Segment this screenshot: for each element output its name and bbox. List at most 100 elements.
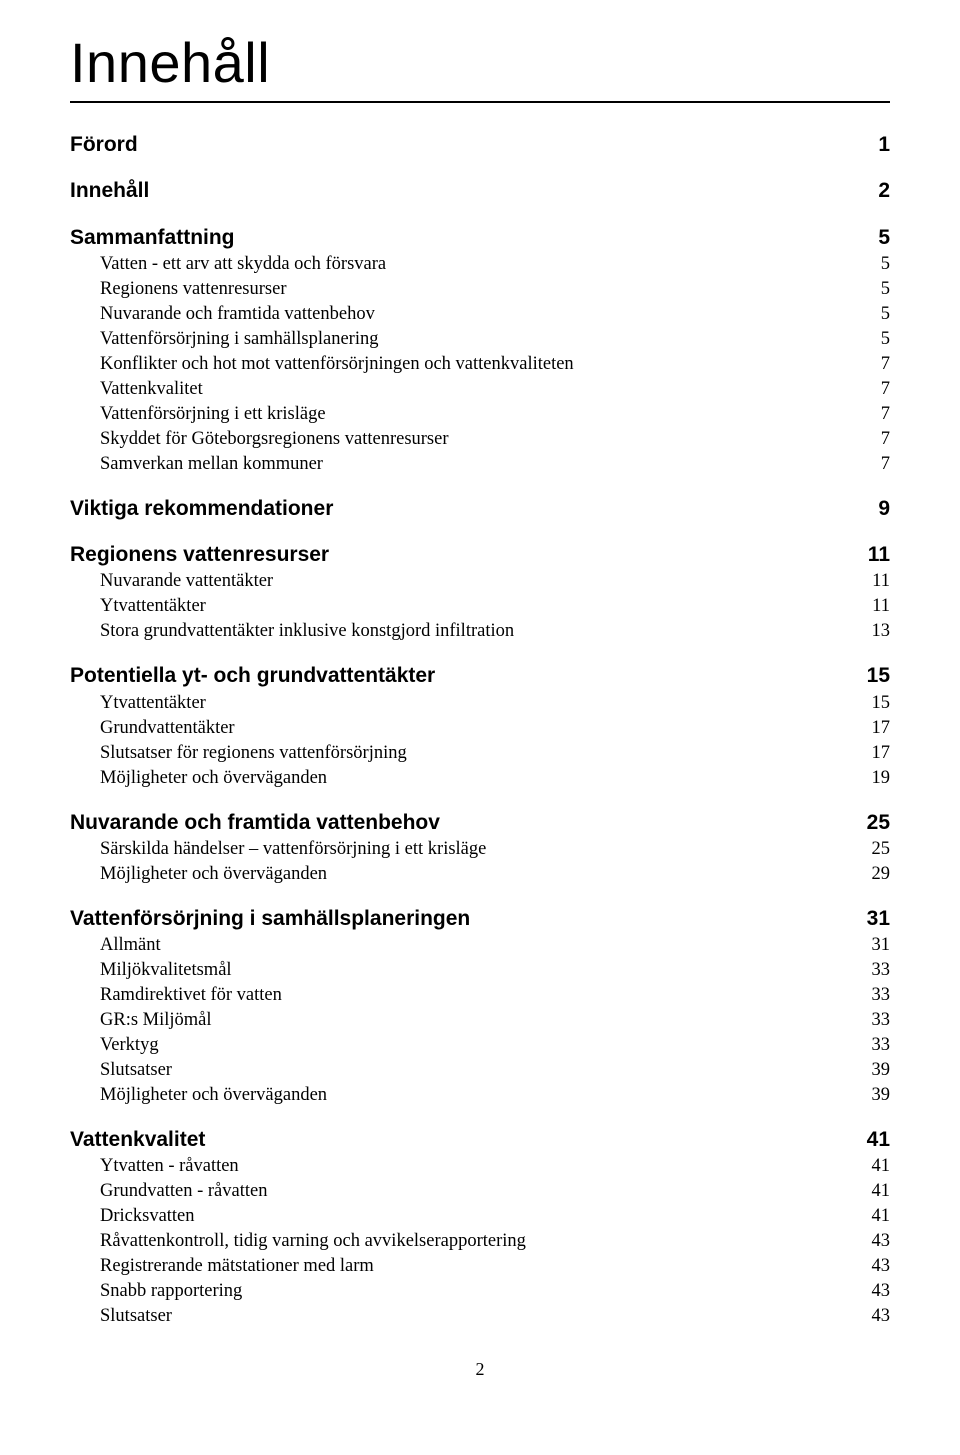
toc-sub-page: 33 xyxy=(872,983,891,1008)
toc-heading-row: Potentiella yt- och grundvattentäkter15 xyxy=(70,662,890,690)
toc-sub-row: Stora grundvattentäkter inklusive konstg… xyxy=(70,619,890,644)
toc-sub-row: GR:s Miljömål 33 xyxy=(70,1008,890,1033)
toc-sub-row: Ytvattentäkter 11 xyxy=(70,594,890,619)
toc-sub-page: 29 xyxy=(872,862,891,887)
toc-sub-page: 13 xyxy=(872,619,891,644)
toc-sub-page: 39 xyxy=(872,1083,891,1108)
toc-sub-row: Möjligheter och överväganden39 xyxy=(70,1083,890,1108)
toc-sub-label: Vattenförsörjning i samhällsplanering xyxy=(70,327,378,352)
toc-heading-label: Innehåll xyxy=(70,177,149,205)
toc-heading-label: Vattenkvalitet xyxy=(70,1126,205,1154)
toc-sub-label: Slutsatser xyxy=(70,1058,172,1083)
toc-heading-row: Vattenförsörjning i samhällsplaneringen3… xyxy=(70,905,890,933)
toc-sub-row: Vatten - ett arv att skydda och försvara… xyxy=(70,252,890,277)
toc-sub-label: Allmänt xyxy=(70,933,161,958)
toc-sub-row: Skyddet för Göteborgsregionens vattenres… xyxy=(70,427,890,452)
toc-heading-row: Sammanfattning5 xyxy=(70,224,890,252)
toc-heading-row: Regionens vattenresurser11 xyxy=(70,541,890,569)
toc-sub-label: Konflikter och hot mot vattenförsörjning… xyxy=(70,352,574,377)
toc-sub-row: Nuvarande vattentäkter 11 xyxy=(70,569,890,594)
toc-sub-page: 7 xyxy=(881,377,890,402)
toc-sub-row: Vattenkvalitet 7 xyxy=(70,377,890,402)
toc-section: Förord 1 xyxy=(70,131,890,159)
toc-sub-row: Ytvattentäkter15 xyxy=(70,691,890,716)
toc-heading-row: Innehåll 2 xyxy=(70,177,890,205)
toc-sub-label: Råvattenkontroll, tidig varning och avvi… xyxy=(70,1229,526,1254)
toc-sub-page: 5 xyxy=(881,277,890,302)
toc-sub-row: Registrerande mätstationer med larm43 xyxy=(70,1254,890,1279)
toc-sub-row: Möjligheter och överväganden29 xyxy=(70,862,890,887)
toc-heading-page: 2 xyxy=(878,177,890,205)
toc-heading-label: Potentiella yt- och grundvattentäkter xyxy=(70,662,435,690)
toc-sub-label: Ramdirektivet för vatten xyxy=(70,983,282,1008)
toc-sub-label: Vattenkvalitet xyxy=(70,377,203,402)
toc-sub-row: Möjligheter och överväganden19 xyxy=(70,766,890,791)
toc-heading-label: Förord xyxy=(70,131,138,159)
toc-sub-page: 15 xyxy=(872,691,891,716)
toc-section: Sammanfattning5Vatten - ett arv att skyd… xyxy=(70,224,890,477)
toc-section: Potentiella yt- och grundvattentäkter15Y… xyxy=(70,662,890,790)
toc-sub-page: 19 xyxy=(872,766,891,791)
toc-heading-row: Förord 1 xyxy=(70,131,890,159)
toc-sub-label: Miljökvalitetsmål xyxy=(70,958,232,983)
toc-sub-page: 41 xyxy=(872,1179,891,1204)
toc-sub-row: Konflikter och hot mot vattenförsörjning… xyxy=(70,352,890,377)
toc-sub-row: Allmänt 31 xyxy=(70,933,890,958)
toc-heading-page: 41 xyxy=(867,1126,890,1154)
toc-sub-label: Ytvattentäkter xyxy=(70,594,206,619)
title-divider xyxy=(70,101,890,103)
toc-sub-label: Grundvatten - råvatten xyxy=(70,1179,267,1204)
toc-sub-row: Regionens vattenresurser5 xyxy=(70,277,890,302)
toc-sub-page: 33 xyxy=(872,958,891,983)
toc-sub-page: 7 xyxy=(881,402,890,427)
toc-sub-page: 7 xyxy=(881,427,890,452)
toc-sub-page: 41 xyxy=(872,1154,891,1179)
toc-sub-page: 7 xyxy=(881,352,890,377)
toc-sub-label: Nuvarande vattentäkter xyxy=(70,569,273,594)
toc-sub-page: 5 xyxy=(881,302,890,327)
toc-sub-label: Vatten - ett arv att skydda och försvara xyxy=(70,252,386,277)
toc-heading-label: Viktiga rekommendationer xyxy=(70,495,333,523)
toc-section: Vattenförsörjning i samhällsplaneringen3… xyxy=(70,905,890,1108)
table-of-contents: Förord1Innehåll2Sammanfattning5Vatten - … xyxy=(70,131,890,1329)
toc-sub-page: 31 xyxy=(872,933,891,958)
toc-sub-row: Råvattenkontroll, tidig varning och avvi… xyxy=(70,1229,890,1254)
toc-heading-row: Viktiga rekommendationer9 xyxy=(70,495,890,523)
toc-sub-row: Miljökvalitetsmål 33 xyxy=(70,958,890,983)
toc-section: Innehåll 2 xyxy=(70,177,890,205)
toc-sub-label: Slutsatser för regionens vattenförsörjni… xyxy=(70,741,407,766)
toc-sub-label: Särskilda händelser – vattenförsörjning … xyxy=(70,837,486,862)
toc-sub-page: 7 xyxy=(881,452,890,477)
toc-sub-row: Snabb rapportering43 xyxy=(70,1279,890,1304)
toc-heading-page: 11 xyxy=(868,541,890,569)
toc-sub-label: Dricksvatten xyxy=(70,1204,195,1229)
toc-sub-page: 43 xyxy=(872,1304,891,1329)
toc-sub-label: Stora grundvattentäkter inklusive konstg… xyxy=(70,619,514,644)
toc-sub-row: Ramdirektivet för vatten 33 xyxy=(70,983,890,1008)
toc-sub-page: 11 xyxy=(872,569,890,594)
toc-heading-page: 1 xyxy=(878,131,890,159)
toc-sub-page: 11 xyxy=(872,594,890,619)
toc-heading-page: 31 xyxy=(867,905,890,933)
footer-page-number: 2 xyxy=(70,1359,890,1380)
toc-sub-row: Slutsatser för regionens vattenförsörjni… xyxy=(70,741,890,766)
toc-sub-row: Grundvattentäkter17 xyxy=(70,716,890,741)
toc-heading-row: Nuvarande och framtida vattenbehov 25 xyxy=(70,809,890,837)
toc-sub-label: Nuvarande och framtida vattenbehov xyxy=(70,302,375,327)
toc-sub-page: 33 xyxy=(872,1008,891,1033)
toc-sub-label: GR:s Miljömål xyxy=(70,1008,212,1033)
toc-sub-row: Nuvarande och framtida vattenbehov 5 xyxy=(70,302,890,327)
toc-sub-row: Slutsatser43 xyxy=(70,1304,890,1329)
toc-sub-label: Samverkan mellan kommuner xyxy=(70,452,323,477)
toc-sub-row: Vattenförsörjning i samhällsplanering5 xyxy=(70,327,890,352)
toc-sub-label: Snabb rapportering xyxy=(70,1279,242,1304)
toc-section: Regionens vattenresurser11Nuvarande vatt… xyxy=(70,541,890,644)
toc-sub-page: 39 xyxy=(872,1058,891,1083)
toc-heading-label: Sammanfattning xyxy=(70,224,235,252)
page-title: Innehåll xyxy=(70,30,890,95)
toc-sub-row: Dricksvatten41 xyxy=(70,1204,890,1229)
toc-sub-row: Slutsatser 39 xyxy=(70,1058,890,1083)
toc-heading-row: Vattenkvalitet 41 xyxy=(70,1126,890,1154)
toc-heading-label: Nuvarande och framtida vattenbehov xyxy=(70,809,440,837)
toc-heading-page: 25 xyxy=(867,809,890,837)
